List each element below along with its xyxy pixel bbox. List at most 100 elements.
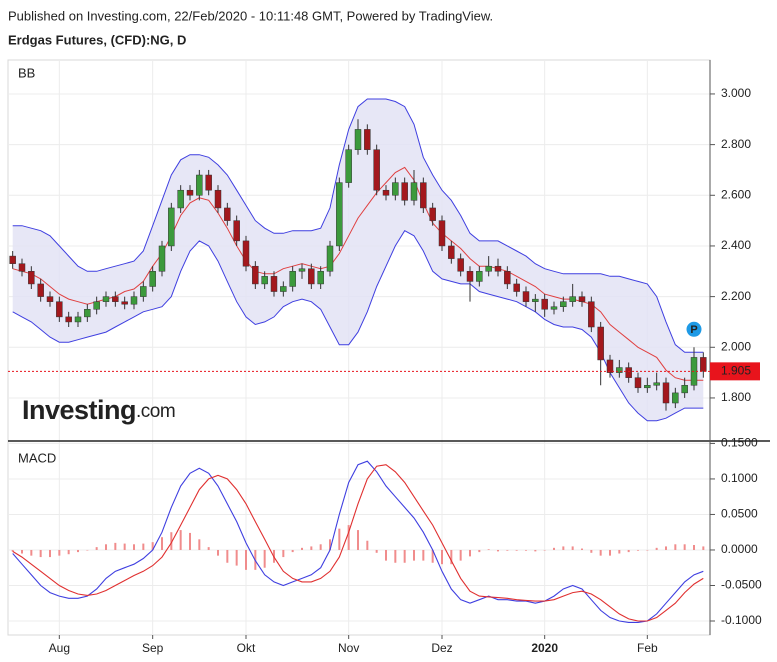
histogram-bar <box>291 549 294 553</box>
histogram-bar <box>534 549 537 552</box>
marker-label: P <box>690 324 697 336</box>
histogram-bar <box>347 525 350 550</box>
histogram-bar <box>646 549 649 551</box>
histogram-bar <box>459 549 462 561</box>
candle-body <box>9 255 16 264</box>
logo-main: Investing <box>22 395 136 425</box>
candle-body <box>578 296 586 302</box>
candle-body <box>242 240 250 267</box>
published-line: Published on Investing.com, 22/Feb/2020 … <box>8 8 493 23</box>
y2-tick-label: 0.0500 <box>721 507 758 521</box>
candle-body <box>466 271 474 282</box>
candle-body <box>252 265 259 285</box>
macd-label: MACD <box>18 450 56 465</box>
candle-body <box>186 189 194 196</box>
candle-body <box>662 382 670 404</box>
candle-body <box>597 326 604 361</box>
last-price-label: 1.905 <box>721 364 751 378</box>
candle-body <box>289 271 296 287</box>
histogram-bar <box>665 546 667 550</box>
candle-body <box>382 189 390 196</box>
histogram-bar <box>618 549 621 554</box>
candle-body <box>644 385 651 389</box>
y2-tick-label: 0.1000 <box>721 471 758 485</box>
histogram-bar <box>189 532 191 550</box>
histogram-bar <box>385 549 387 561</box>
candle-body <box>653 382 660 386</box>
candle-body <box>93 301 100 310</box>
histogram-bar <box>357 530 359 550</box>
candle-body <box>392 182 399 196</box>
y-tick-label: 2.400 <box>721 238 751 252</box>
bb-label: BB <box>18 65 35 80</box>
candle-body <box>457 258 464 272</box>
band-fill <box>12 99 704 421</box>
histogram-bar <box>702 546 705 550</box>
candle-body <box>214 189 222 209</box>
histogram-bar <box>581 548 583 550</box>
histogram-bar <box>403 549 406 563</box>
candle-body <box>158 245 166 272</box>
candle-body <box>616 367 623 373</box>
candle-body <box>308 268 315 285</box>
histogram-bar <box>58 549 61 556</box>
histogram-bar <box>506 549 509 551</box>
histogram-bar <box>235 549 238 566</box>
candle-body <box>429 207 436 221</box>
candle-body <box>550 306 558 310</box>
chart-title: Erdgas Futures, (CFD):NG, D <box>8 32 186 47</box>
candle-body <box>513 283 520 292</box>
y2-tick-label: 0.1500 <box>721 436 758 450</box>
candle-body <box>420 182 427 209</box>
candle-body <box>401 182 408 201</box>
histogram-bar <box>431 549 434 563</box>
histogram-bar <box>30 549 33 556</box>
candle-body <box>261 276 268 285</box>
histogram-bar <box>627 549 630 553</box>
histogram-bar <box>207 547 210 550</box>
histogram-bar <box>338 528 341 550</box>
x-tick-label: 2020 <box>531 641 558 655</box>
macd-line <box>12 460 704 623</box>
y-tick-label: 3.000 <box>721 86 751 100</box>
histogram-bar <box>133 544 135 550</box>
y-tick-label: 2.600 <box>721 187 751 201</box>
candle-body <box>130 296 138 305</box>
candle-body <box>177 189 184 209</box>
candle-body <box>28 271 35 285</box>
histogram-bar <box>683 544 686 550</box>
candle-body <box>326 245 334 272</box>
histogram-bar <box>21 549 23 554</box>
x-tick-label: Nov <box>338 641 359 655</box>
candle-body <box>46 296 54 302</box>
y2-tick-label: -0.0500 <box>721 578 762 592</box>
signal-line <box>12 464 704 622</box>
histogram-bar <box>329 539 331 550</box>
histogram-bar <box>553 547 555 550</box>
candle-body <box>532 298 539 302</box>
histogram-bar <box>674 544 677 550</box>
candle-body <box>569 296 576 302</box>
candle-body <box>270 276 278 292</box>
candle-body <box>681 385 688 394</box>
candle-body <box>485 265 492 272</box>
candle-body <box>168 207 175 247</box>
histogram-bar <box>105 544 107 550</box>
histogram-bar <box>11 549 14 552</box>
histogram-bar <box>310 546 313 550</box>
candle-body <box>280 286 287 292</box>
candle-body <box>522 291 530 302</box>
candle-body <box>37 283 44 297</box>
candle-body <box>121 301 128 305</box>
bb-upper <box>12 98 704 353</box>
candle-body <box>410 182 418 201</box>
histogram-bar <box>161 537 163 550</box>
histogram-bar <box>151 542 154 550</box>
candle-body <box>102 296 110 302</box>
histogram-bar <box>562 546 565 550</box>
histogram-bar <box>590 549 593 553</box>
histogram-bar <box>226 549 229 563</box>
histogram-bar <box>198 539 201 550</box>
histogram-bar <box>123 543 126 550</box>
histogram-bar <box>217 549 219 556</box>
